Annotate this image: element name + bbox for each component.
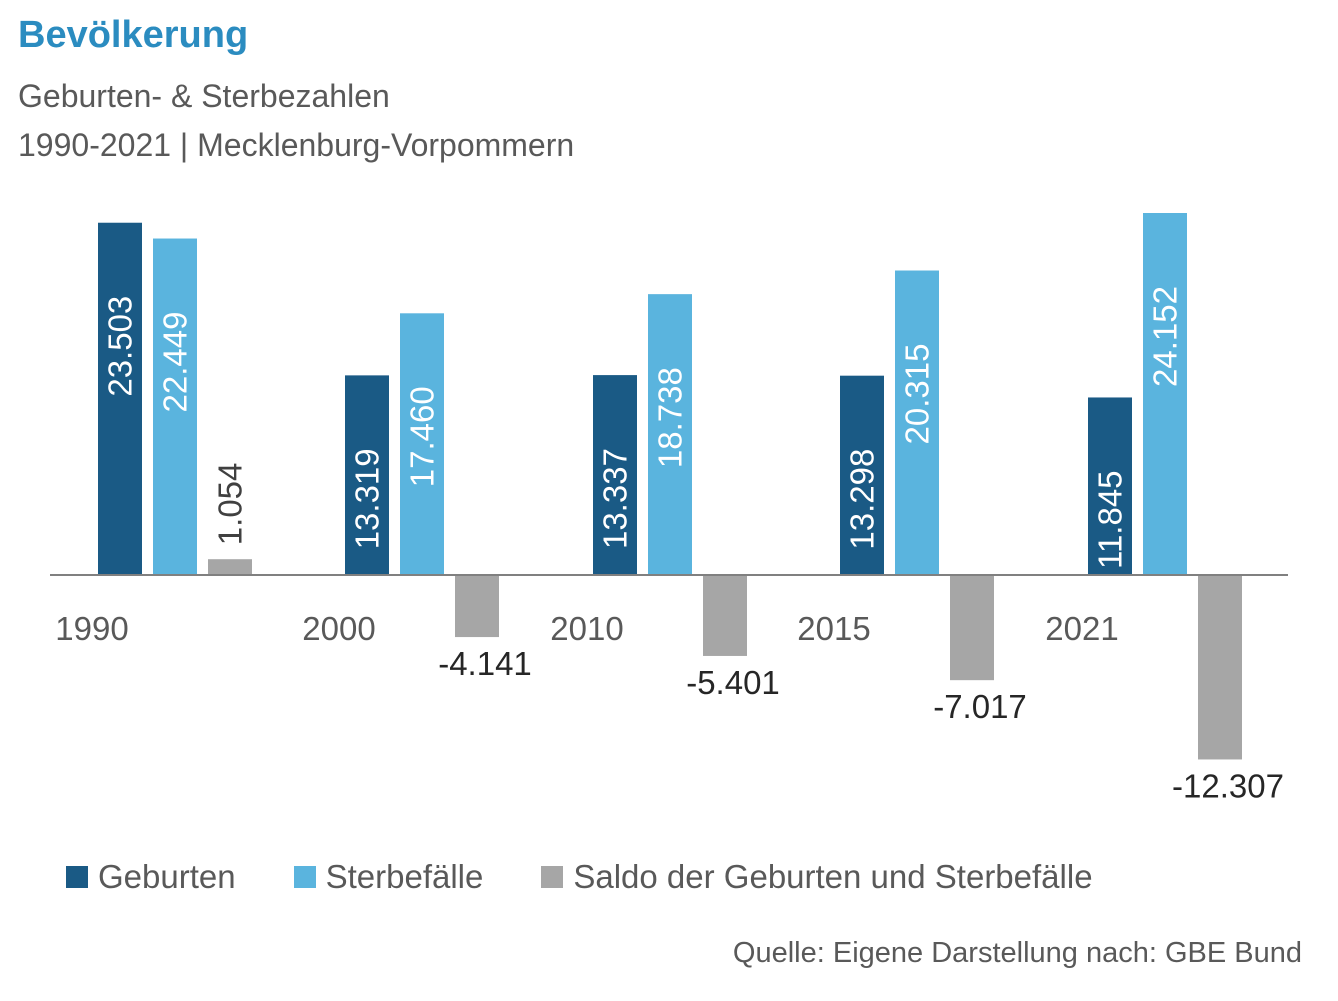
data-label-geburten-2010: 13.337 [597,448,634,549]
category-label-2021: 2021 [1045,610,1118,647]
bar-saldo-2010 [703,575,747,656]
data-label-saldo-2015: -7.017 [933,688,1027,725]
data-label-saldo-2021: -12.307 [1172,767,1284,804]
legend-swatch-saldo [541,866,564,888]
legend-label-sterbefaelle: Sterbefälle [325,858,484,895]
bar-geburten-2021 [1088,397,1132,575]
bar-sterbefaelle-2015 [895,270,939,575]
legend-label-saldo: Saldo der Geburten und Sterbefälle [573,858,1093,895]
bar-sterbefaelle-2021 [1143,213,1187,575]
bar-saldo-1990 [208,559,252,575]
data-label-saldo-1990: 1.054 [212,463,249,546]
legend: Geburten Sterbefälle Saldo der Geburten … [66,858,1151,896]
data-label-sterbefaelle-2010: 18.738 [652,367,689,468]
data-label-geburten-2000: 13.319 [349,448,386,549]
category-label-2010: 2010 [550,610,623,647]
bar-saldo-2000 [455,575,499,638]
category-label-2000: 2000 [302,610,375,647]
legend-swatch-geburten [66,866,88,888]
bar-saldo-2015 [950,575,994,681]
data-label-sterbefaelle-2021: 24.152 [1147,286,1184,387]
bar-geburten-2000 [345,375,389,575]
legend-swatch-sterbefaelle [293,866,316,888]
legend-item-geburten: Geburten [66,858,236,896]
chart-title: Bevölkerung [18,14,249,56]
bar-geburten-2010 [593,375,637,575]
chart-subtitle-region: 1990-2021 | Mecklenburg-Vorpommern [18,127,575,163]
category-label-1990: 1990 [55,610,128,647]
data-label-geburten-2021: 11.845 [1092,470,1129,568]
data-label-sterbefaelle-2015: 20.315 [899,344,936,445]
data-label-saldo-2010: -5.401 [686,664,780,701]
source-note: Quelle: Eigene Darstellung nach: GBE Bun… [732,937,1302,969]
data-label-geburten-2015: 13.298 [844,449,881,550]
chart-subtitle: Geburten- & Sterbezahlen [18,78,390,114]
bar-sterbefaelle-2000 [400,313,444,575]
legend-label-geburten: Geburten [98,858,236,895]
legend-item-saldo: Saldo der Geburten und Sterbefälle [541,858,1093,896]
bar-sterbefaelle-1990 [153,238,197,575]
bar-saldo-2021 [1198,575,1242,760]
data-label-geburten-1990: 23.503 [102,296,139,397]
category-label-2015: 2015 [797,610,870,647]
bar-sterbefaelle-2010 [648,294,692,575]
legend-item-sterbefaelle: Sterbefälle [293,858,484,896]
bar-geburten-2015 [840,375,884,575]
data-label-saldo-2000: -4.141 [438,645,532,682]
data-label-sterbefaelle-2000: 17.460 [404,386,441,487]
bar-geburten-1990 [98,222,142,575]
data-label-sterbefaelle-1990: 22.449 [157,312,194,413]
